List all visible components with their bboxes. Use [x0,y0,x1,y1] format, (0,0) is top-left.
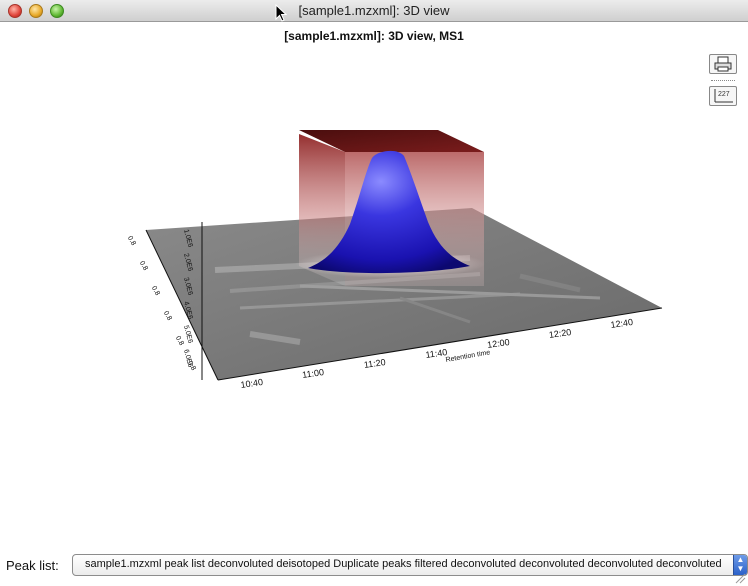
z-tick-label: 2.0E6 [182,253,194,273]
y-tick-labels: 0.8 0.8 0.8 0.8 0.8 0.8 [126,235,197,372]
z-tick-label: 1.0E6 [182,229,194,249]
plot-title: [sample1.mzxml]: 3D view, MS1 [284,29,464,43]
y-tick-label: 0.8 [186,360,197,372]
x-tick-label: 12:20 [548,327,572,340]
axis-scale-icon: 227 [714,89,733,103]
box-top-face [299,130,484,152]
window-close-button[interactable] [8,4,22,18]
x-axis-line [217,307,663,381]
plot-floor [146,208,662,380]
box-front-face [299,134,345,286]
select-arrows-icon[interactable]: ▲ ▼ [733,555,747,575]
window-titlebar[interactable]: [sample1.mzxml]: 3D view [0,0,748,22]
z-tick-label: 5.0E6 [182,325,194,345]
z-tick-label: 3.0E6 [182,277,194,297]
x-axis-label: Retention time [445,349,491,364]
peak-list-value: sample1.mzxml peak list deconvoluted dei… [85,558,722,570]
y-tick-label: 0.8 [174,335,185,347]
mouse-cursor-icon [275,4,287,22]
y-tick-label: 0.8 [138,260,149,272]
x-tick-label: 11:40 [425,347,448,360]
z-tick-labels: 1.0E6 2.0E6 3.0E6 4.0E6 5.0E6 6.0E6 [182,229,194,369]
x-tick-label: 10:40 [240,377,264,390]
x-tick-label: 11:20 [363,357,386,370]
toolbar-separator [711,80,735,81]
chromatogram-peak [308,150,470,274]
y-tick-label: 0.8 [126,235,137,247]
peak-list-label: Peak list: [6,558,59,573]
axis-scale-button[interactable]: 227 [709,86,737,106]
print-button[interactable] [709,54,737,74]
bottom-bar: Peak list: sample1.mzxml peak list decon… [0,548,748,586]
z-tick-label: 4.0E6 [182,301,194,321]
axis-scale-icon-text: 227 [718,91,730,98]
peak-list-select[interactable]: sample1.mzxml peak list deconvoluted dei… [72,554,748,576]
y-tick-label: 0.8 [162,310,173,322]
print-icon [714,56,732,72]
window-title: [sample1.mzxml]: 3D view [298,3,450,18]
y-axis-line [145,229,219,381]
x-tick-label: 12:40 [610,317,634,330]
resize-grip-icon[interactable] [734,572,746,584]
x-tick-labels: 10:40 11:00 11:20 11:40 12:00 12:20 12:40 [240,317,634,390]
window-minimize-button[interactable] [29,4,43,18]
x-tick-label: 11:00 [302,367,325,380]
x-tick-label: 12:00 [487,337,511,350]
window-zoom-button[interactable] [50,4,64,18]
y-tick-label: 0.8 [150,285,161,297]
z-tick-label: 6.0E6 [182,349,194,369]
